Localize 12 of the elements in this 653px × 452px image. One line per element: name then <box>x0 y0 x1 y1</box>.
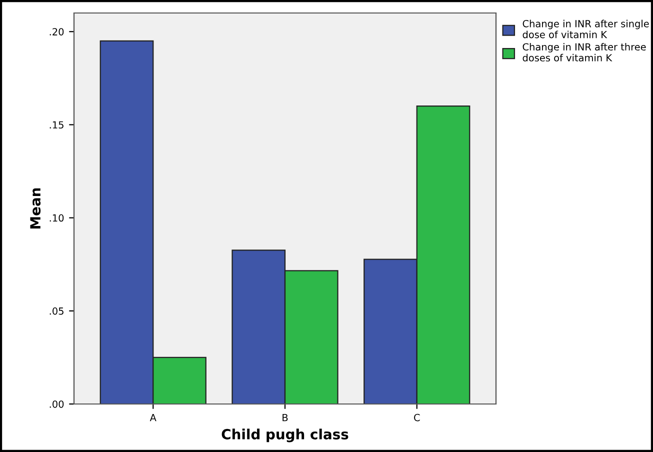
y-axis-title: Mean <box>30 188 41 228</box>
legend-label: Change in INR after three doses of vitamin K <box>522 43 646 62</box>
y-tick-label: .00 <box>50 400 64 408</box>
y-tick-label: .15 <box>50 121 64 129</box>
y-tick-label: .20 <box>50 28 64 36</box>
legend-label: Change in INR after single dose of vitamin K <box>522 20 649 38</box>
y-tick-label: .05 <box>50 307 64 315</box>
x-tick-label: B <box>282 414 288 422</box>
y-tick-label: .10 <box>50 214 64 222</box>
x-tick-label: A <box>150 414 156 422</box>
x-axis-title: Child pugh class <box>222 428 348 442</box>
x-tick-label: C <box>414 414 420 422</box>
